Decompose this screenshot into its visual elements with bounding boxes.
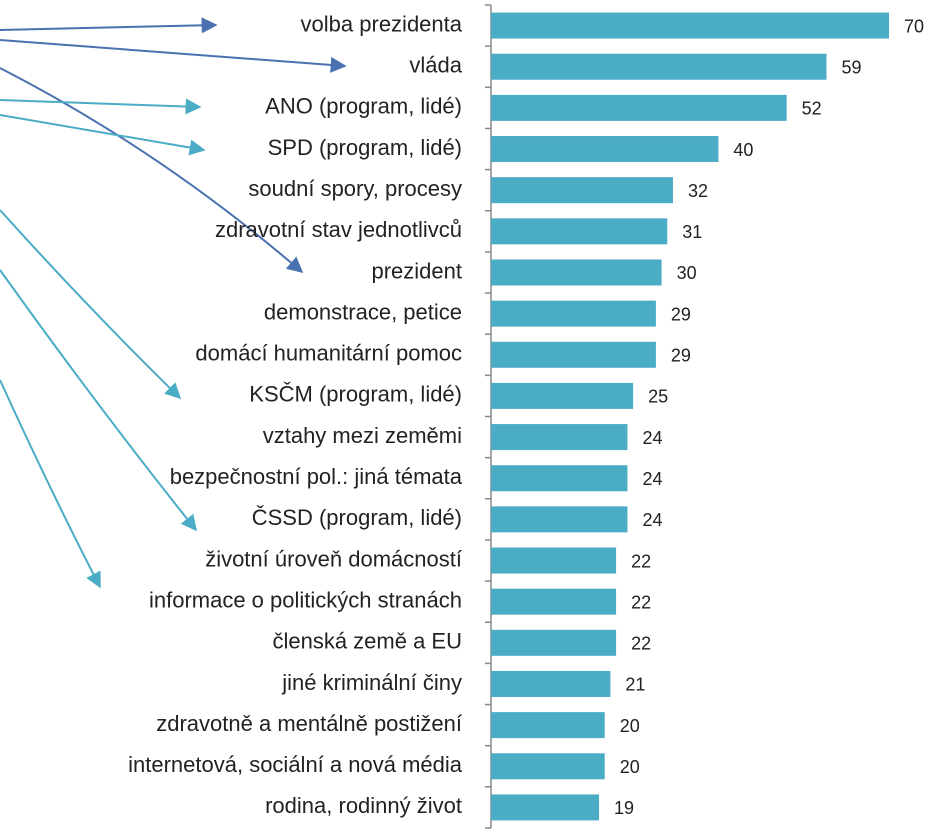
category-label: KSČM (program, lidé)	[249, 382, 462, 407]
value-label: 24	[642, 428, 662, 448]
bar	[491, 629, 617, 656]
category-label: ANO (program, lidé)	[265, 94, 462, 119]
bar	[491, 506, 628, 533]
bar	[491, 218, 668, 245]
bar	[491, 794, 600, 821]
bar	[491, 382, 634, 409]
value-label: 59	[841, 57, 861, 77]
value-label: 52	[802, 99, 822, 119]
value-label: 70	[904, 16, 924, 36]
category-label: zdravotní stav jednotlivců	[215, 217, 462, 242]
value-label: 24	[642, 510, 662, 530]
category-label: rodina, rodinný život	[265, 793, 462, 818]
bar	[491, 753, 605, 780]
bar	[491, 670, 611, 697]
bar	[491, 94, 787, 121]
bar	[491, 547, 617, 574]
value-label: 22	[631, 634, 651, 654]
bar	[491, 177, 673, 204]
category-label: zdravotně a mentálně postižení	[156, 711, 462, 736]
annotation-arrows	[0, 17, 347, 589]
category-label: vláda	[409, 53, 462, 78]
value-label: 40	[733, 140, 753, 160]
category-label: domácí humanitární pomoc	[195, 341, 462, 366]
bar	[491, 465, 628, 492]
value-label: 20	[620, 716, 640, 736]
category-label: členská země a EU	[272, 629, 462, 654]
value-label: 24	[642, 469, 662, 489]
bar	[491, 53, 827, 80]
bar	[491, 300, 656, 327]
bar	[491, 136, 719, 163]
category-label: informace o politických stranách	[149, 587, 462, 612]
bar	[491, 259, 662, 286]
value-label: 30	[677, 263, 697, 283]
value-label: 29	[671, 346, 691, 366]
category-label: vztahy mezi zeměmi	[263, 423, 462, 448]
category-label: volba prezidenta	[301, 11, 463, 36]
bar	[491, 712, 605, 739]
value-label: 29	[671, 304, 691, 324]
category-label: demonstrace, petice	[264, 299, 462, 324]
value-label: 31	[682, 222, 702, 242]
bar	[491, 12, 889, 39]
category-label: bezpečnostní pol.: jiná témata	[170, 464, 463, 489]
value-label: 19	[614, 798, 634, 818]
value-label: 32	[688, 181, 708, 201]
value-label: 22	[631, 551, 651, 571]
value-label: 20	[620, 757, 640, 777]
category-label: soudní spory, procesy	[248, 176, 462, 201]
bar	[491, 341, 656, 368]
category-label: prezident	[371, 258, 462, 283]
category-label: jiné kriminální činy	[281, 670, 462, 695]
value-label: 25	[648, 387, 668, 407]
category-label: životní úroveň domácností	[205, 546, 462, 571]
bar	[491, 588, 617, 615]
category-label: internetová, sociální a nová média	[128, 752, 463, 777]
value-label: 21	[625, 675, 645, 695]
value-label: 22	[631, 592, 651, 612]
category-label: SPD (program, lidé)	[268, 135, 462, 160]
bar	[491, 424, 628, 451]
category-label: ČSSD (program, lidé)	[252, 505, 462, 530]
